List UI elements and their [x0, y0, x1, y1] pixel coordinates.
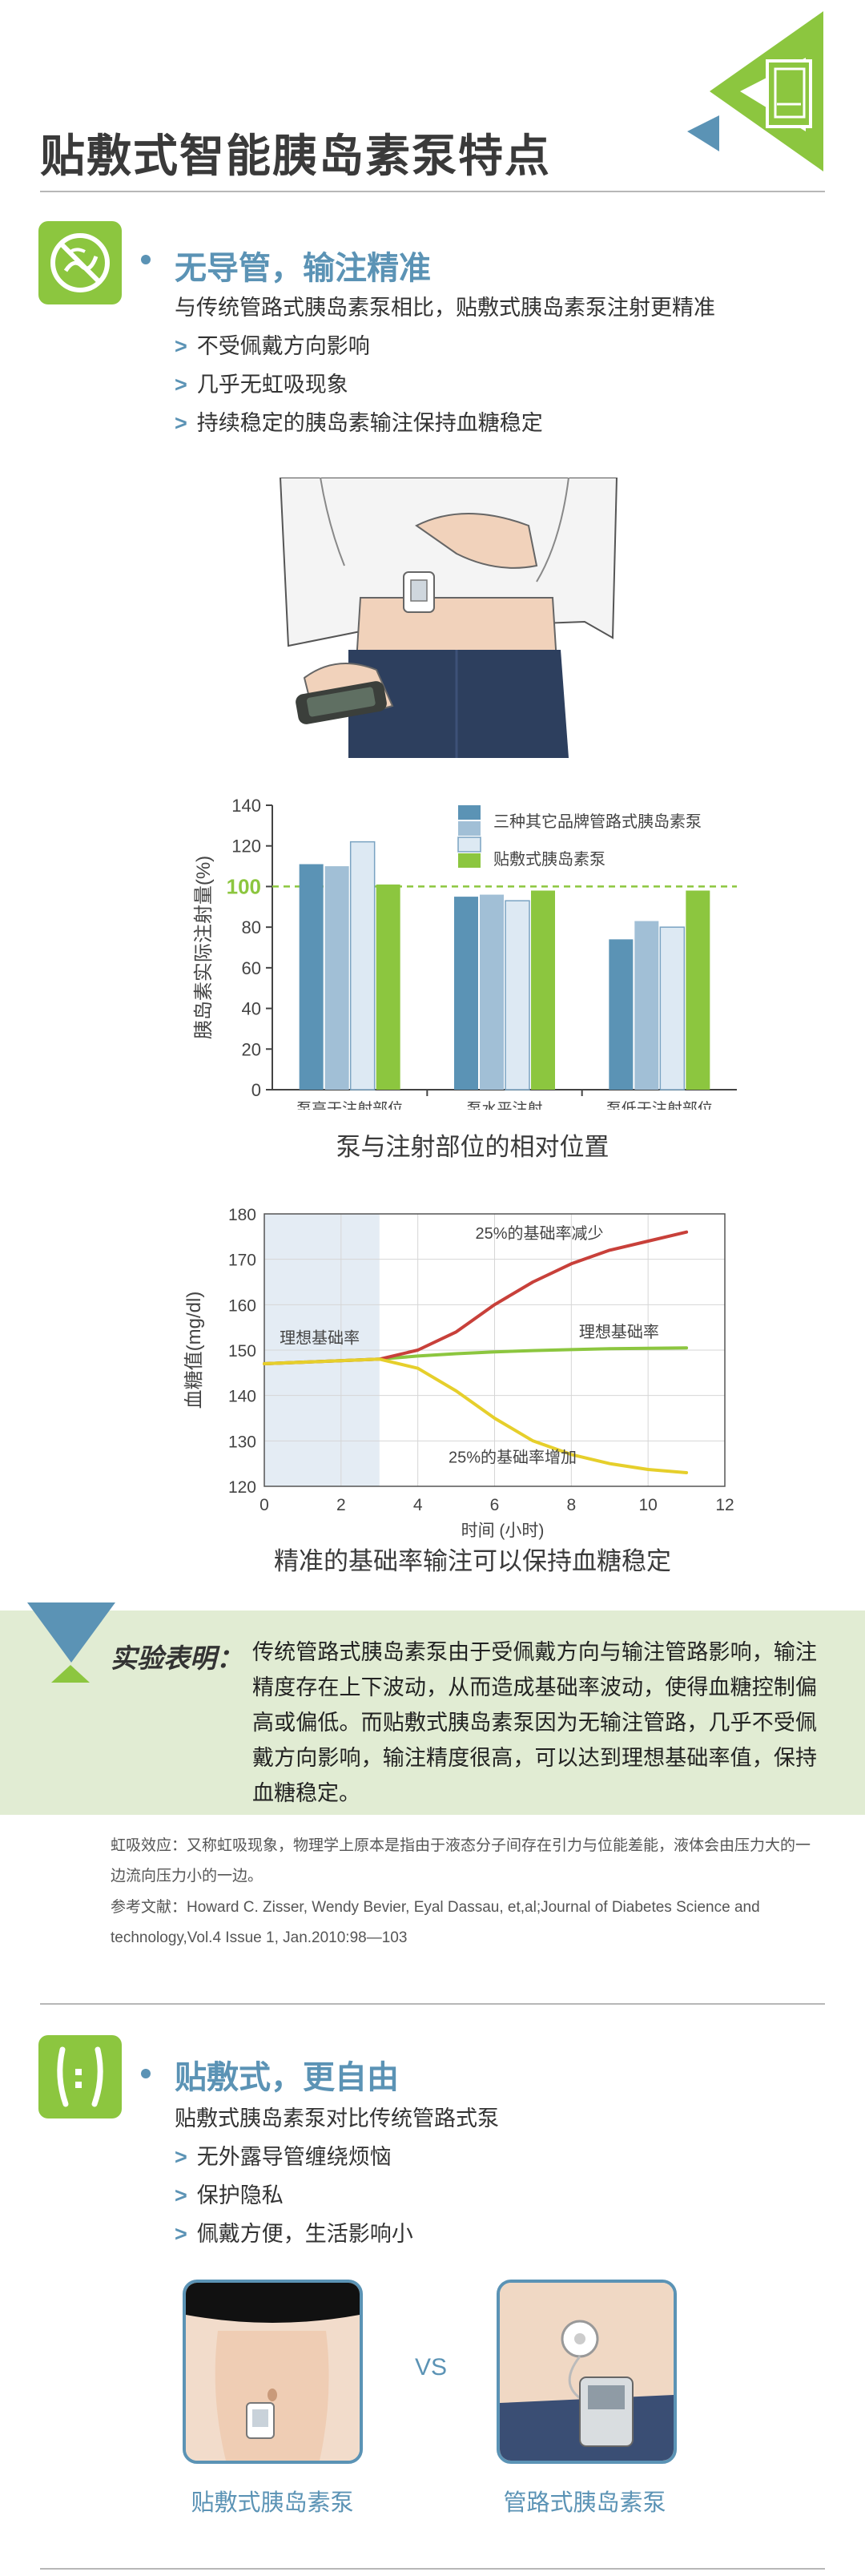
title-divider [40, 191, 825, 192]
y-tick-label: 160 [228, 1296, 256, 1315]
y-tick-label: 120 [231, 836, 261, 857]
chevron-right-icon: > [175, 2145, 187, 2169]
header-corner-logo [687, 11, 823, 171]
no-tube-icon [38, 221, 122, 304]
legend-swatch [458, 805, 481, 820]
x-tick-label: 12 [715, 1496, 734, 1514]
series-line [263, 1346, 689, 1365]
patch-pump-illustration [272, 478, 625, 758]
section2-title: 贴敷式，更自由 [175, 2060, 399, 2095]
chevron-right-icon: > [175, 373, 187, 397]
section1-bullet [141, 255, 151, 264]
x-tick-label: 泵低于注射部位 [606, 1100, 713, 1110]
y-tick-label: 130 [228, 1433, 256, 1451]
tube-pump-label: 管路式胰岛素泵 [503, 2490, 666, 2516]
chevron-right-icon: > [175, 2222, 187, 2246]
section2-bullet [141, 2069, 151, 2078]
section2-item: > 无外露导管缠绕烦恼 [175, 2145, 392, 2169]
y-tick-label: 170 [228, 1252, 256, 1270]
series-label: 25%的基础率减少 [476, 1224, 604, 1243]
bar [634, 921, 659, 1090]
reference-line-label: 100 [227, 874, 261, 898]
bar-chart: 0 20 40 60 80 120 140 100 胰岛素实际注射量(%) 泵高于注射部位 泵水平注… [193, 796, 737, 1110]
bottom-divider [40, 2568, 825, 2570]
legend-swatch [458, 853, 481, 868]
bar [609, 939, 634, 1090]
y-axis-label: 胰岛素实际注射量(%) [193, 856, 215, 1039]
bar [299, 864, 324, 1090]
bar [454, 897, 478, 1090]
section2-item: > 保护隐私 [175, 2183, 284, 2207]
series-line [263, 1230, 689, 1365]
patch-pump-label: 贴敷式胰岛素泵 [191, 2490, 354, 2516]
line-chart: 0 2 4 6 8 10 12 120 130 140 150 160 170 180 血糖值(mg/dl)… [183, 1206, 734, 1540]
note-band [0, 1611, 865, 1815]
y-tick-label: 120 [228, 1478, 256, 1497]
y-tick-label: 60 [242, 958, 261, 978]
plot-frame [264, 1213, 726, 1487]
chevron-right-icon: > [175, 2183, 187, 2207]
y-axis-label: 血糖值(mg/dl) [183, 1292, 205, 1409]
legend-swatch [457, 836, 481, 853]
x-tick-label: 10 [638, 1496, 657, 1514]
section1-item: > 几乎无虹吸现象 [175, 373, 348, 397]
x-tick-label: 6 [490, 1496, 500, 1514]
section1-title: 无导管，输注精准 [175, 251, 431, 286]
vs-label: VS [415, 2354, 448, 2380]
bar [505, 900, 530, 1090]
bar [324, 866, 349, 1090]
bar [480, 894, 504, 1090]
x-tick-label: 0 [260, 1496, 269, 1514]
y-tick-label: 150 [228, 1342, 256, 1361]
bar [659, 926, 686, 1090]
y-tick-label: 40 [242, 999, 261, 1019]
section1-item: > 不受佩戴方向影响 [175, 334, 370, 358]
section-divider [40, 2003, 825, 2005]
bar-chart-xlabel: 泵与注射部位的相对位置 [336, 1133, 610, 1161]
series-line [263, 1357, 689, 1474]
series-label: 25%的基础率增加 [449, 1449, 577, 1467]
line-chart-caption: 精准的基础率输注可以保持血糖稳定 [274, 1547, 671, 1575]
y-tick-label: 80 [242, 917, 261, 937]
y-tick-label: 20 [242, 1039, 261, 1059]
bar [349, 841, 376, 1090]
shaded-region-label: 理想基础率 [280, 1329, 360, 1348]
note-label: 实验表明： [111, 1643, 243, 1673]
y-tick-label: 140 [228, 1388, 256, 1406]
y-tick-label: 0 [251, 1080, 261, 1100]
x-tick-label: 泵水平注射 [466, 1100, 542, 1110]
x-tick-label: 8 [566, 1496, 576, 1514]
reference-footnote: 参考文献：Howard C. Zisser, Wendy Bevier, Eya… [111, 1899, 760, 1946]
x-axis-label: 时间 (小时) [461, 1522, 545, 1540]
body-patch-icon [38, 2035, 122, 2118]
note-text: 传统管路式胰岛素泵由于受佩戴方向与输注管路影响，输注精度存在上下波动，从而造成基… [252, 1640, 817, 1805]
x-tick-label: 泵高于注射部位 [296, 1100, 403, 1110]
y-tick-label: 180 [228, 1206, 256, 1224]
bar [686, 890, 710, 1090]
chevron-right-icon: > [175, 334, 187, 358]
legend-label: 贴敷式胰岛素泵 [493, 850, 606, 869]
section2-description: 贴敷式胰岛素泵对比传统管路式泵 [175, 2106, 499, 2131]
series-label: 理想基础率 [579, 1323, 659, 1341]
siphon-footnote: 虹吸效应：又称虹吸现象，物理学上原本是指由于液态分子间存在引力与位能差能，液体会… [111, 1837, 811, 1885]
patch-pump-photo [183, 2280, 363, 2464]
section1-item: > 持续稳定的胰岛素输注保持血糖稳定 [175, 411, 543, 435]
section2-item: > 佩戴方便，生活影响小 [175, 2222, 413, 2246]
legend-swatch [458, 821, 481, 836]
triangle-decoration-icon [27, 1602, 115, 1683]
x-tick-label: 4 [413, 1496, 423, 1514]
tube-pump-photo [497, 2280, 677, 2464]
chevron-right-icon: > [175, 411, 187, 435]
section1-description: 与传统管路式胰岛素泵相比，贴敷式胰岛素泵注射更精准 [175, 296, 715, 320]
legend-label: 三种其它品牌管路式胰岛素泵 [493, 812, 702, 831]
bar [531, 890, 555, 1090]
bar [376, 884, 400, 1090]
page-title: 贴敷式智能胰岛素泵特点 [40, 131, 551, 181]
x-tick-label: 2 [336, 1496, 346, 1514]
y-tick-label: 140 [231, 796, 261, 816]
